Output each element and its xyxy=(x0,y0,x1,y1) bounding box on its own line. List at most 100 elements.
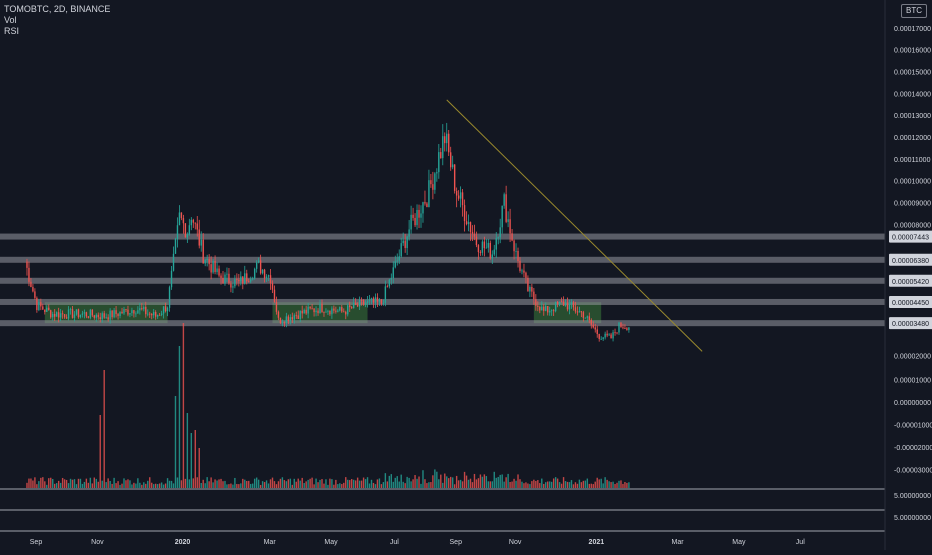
volume-bar xyxy=(281,477,284,488)
zone-2[interactable] xyxy=(533,302,602,324)
candle xyxy=(424,190,426,206)
candle xyxy=(404,233,406,253)
time-axis[interactable]: Sep Nov 2020 Mar May Jul Sep Nov 2021 Mar May Jul xyxy=(30,539,805,546)
candle xyxy=(327,309,329,315)
candle xyxy=(255,260,258,273)
indicator-rsi-label[interactable]: RSI xyxy=(4,26,20,36)
indicator-panes: 5.00000000 5.00000000 xyxy=(0,488,931,532)
volume-bar xyxy=(418,476,420,488)
volume-bar xyxy=(204,483,206,488)
candle xyxy=(535,294,537,311)
candle xyxy=(166,306,169,317)
candle xyxy=(554,301,557,313)
time-tick-label: Mar xyxy=(264,539,277,546)
candle xyxy=(501,205,503,234)
volume-bar xyxy=(578,479,581,488)
volume-bar xyxy=(216,480,218,488)
volume-bar xyxy=(499,474,501,488)
candle xyxy=(279,317,282,324)
level-band-1[interactable] xyxy=(0,256,885,263)
currency-badge[interactable]: BTC xyxy=(901,4,927,18)
candle xyxy=(319,299,321,314)
volume-bar xyxy=(158,483,161,488)
candle xyxy=(71,305,74,319)
volume-bar xyxy=(477,478,480,488)
candle xyxy=(550,309,553,316)
volume-bar xyxy=(410,481,412,488)
volume-bar xyxy=(117,481,119,488)
volume-bar xyxy=(44,481,46,488)
volume-bar xyxy=(568,482,571,488)
candle xyxy=(612,329,614,342)
candle xyxy=(586,315,589,322)
candle xyxy=(556,300,559,308)
volume-bar xyxy=(166,478,169,488)
volume-bar xyxy=(388,475,391,488)
volume-bar xyxy=(238,484,240,488)
volume-bar xyxy=(412,479,414,488)
price-tick-label: 0.00010000 xyxy=(894,179,931,186)
candle xyxy=(519,257,521,273)
volume-bar xyxy=(329,478,331,488)
candle xyxy=(214,255,216,275)
level-price-tag: 0.00006380 xyxy=(889,253,932,266)
volume-bar xyxy=(65,479,68,488)
candle xyxy=(345,310,347,320)
price-tick-label: 0.00012000 xyxy=(894,135,931,142)
volume-bar xyxy=(283,480,286,488)
volume-bar xyxy=(345,477,347,488)
volume-bar xyxy=(335,479,337,488)
volume-bar xyxy=(210,477,212,488)
candle xyxy=(390,273,392,285)
candle xyxy=(52,311,54,321)
volume-bar xyxy=(172,483,175,488)
candle xyxy=(115,306,117,318)
volume-bar xyxy=(176,477,179,488)
candle xyxy=(477,244,480,260)
candle xyxy=(174,237,177,254)
price-tick-label: -0.00001000 xyxy=(894,423,932,430)
volume-bar xyxy=(224,480,226,488)
volume-bar xyxy=(529,484,531,488)
candle xyxy=(143,305,145,312)
symbol-title[interactable]: TOMOBTC, 2D, BINANCE xyxy=(4,4,111,14)
volume-bar xyxy=(562,477,565,488)
candle xyxy=(384,280,387,307)
level-band-2[interactable] xyxy=(0,277,885,284)
candle xyxy=(168,285,171,312)
zone-0[interactable] xyxy=(44,302,168,324)
trendline-group[interactable] xyxy=(446,99,703,352)
candle xyxy=(180,212,183,221)
candle xyxy=(507,211,509,228)
candle xyxy=(422,201,424,223)
volume-bar xyxy=(386,481,389,488)
candle xyxy=(360,297,363,306)
candle xyxy=(228,268,230,285)
candle xyxy=(309,306,311,310)
indicator-vol-label[interactable]: Vol xyxy=(4,15,17,25)
trendline[interactable] xyxy=(446,99,703,352)
level-band-4[interactable] xyxy=(0,320,885,327)
candle xyxy=(392,261,394,284)
volume-bar xyxy=(153,484,155,488)
candle xyxy=(400,237,402,258)
candle xyxy=(386,284,389,288)
candle xyxy=(297,310,299,320)
candle xyxy=(541,301,543,311)
volume-bar xyxy=(333,484,335,488)
candle xyxy=(459,186,462,208)
volume-bar xyxy=(121,483,123,488)
level-band-3[interactable] xyxy=(0,298,885,305)
candle xyxy=(160,310,163,317)
volume-bar xyxy=(87,482,90,488)
level-band-0[interactable] xyxy=(0,233,885,240)
price-axis[interactable]: 0.00017000 0.00016000 0.00015000 0.00014000… xyxy=(884,0,932,550)
volume-bar xyxy=(380,484,383,488)
volume-bar xyxy=(236,483,238,488)
volume-bar xyxy=(246,481,248,488)
level-price-tag: 0.00007443 xyxy=(889,230,932,243)
volume-bar xyxy=(192,478,194,488)
volume-bar xyxy=(156,484,159,488)
